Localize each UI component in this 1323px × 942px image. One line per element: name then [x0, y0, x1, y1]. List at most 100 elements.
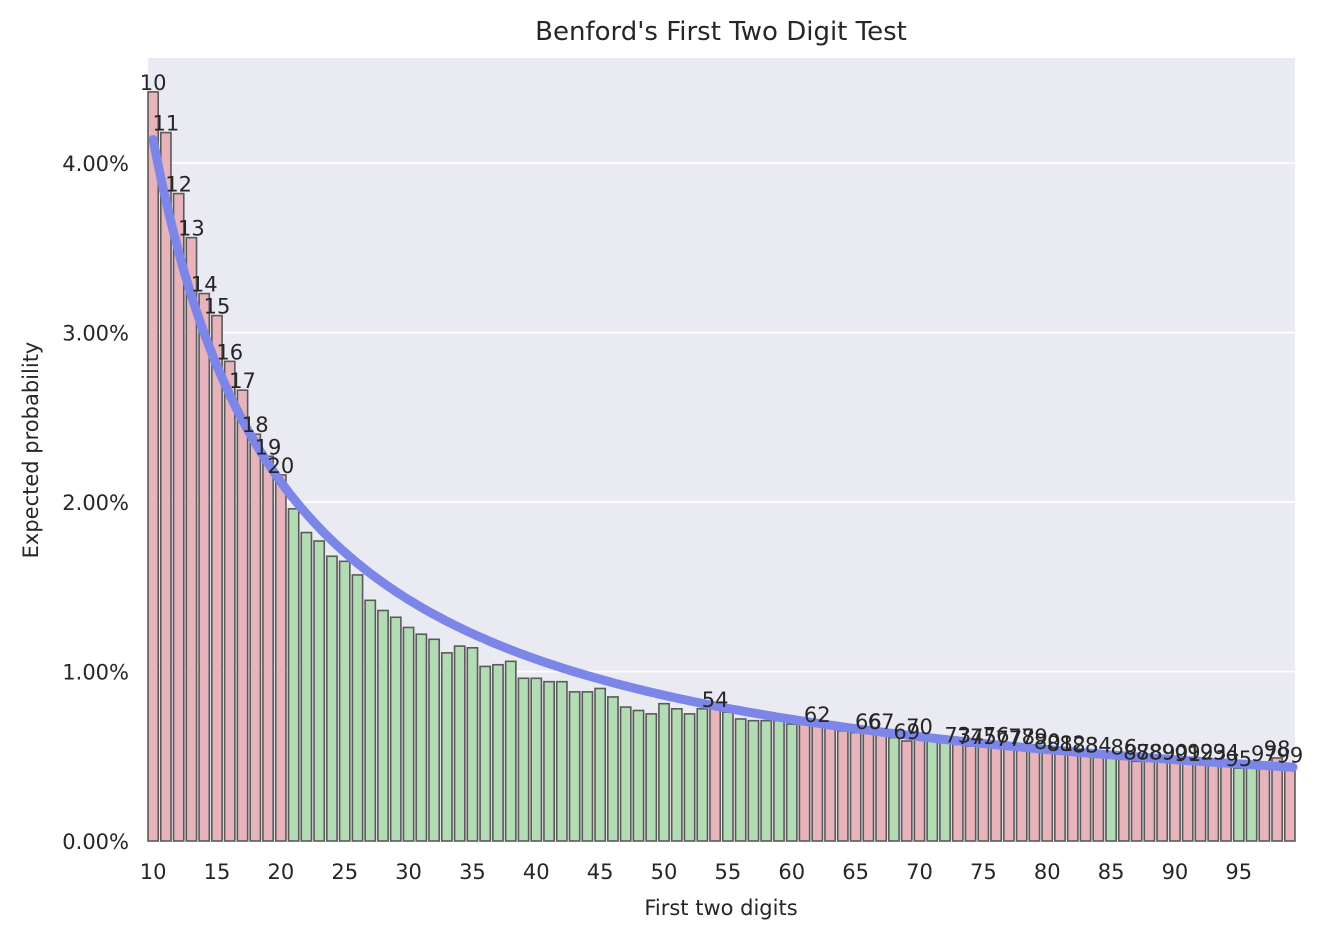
bar-label-19: 19: [255, 435, 282, 459]
bar-47: [619, 706, 632, 842]
bar-label-90: 90: [1162, 740, 1189, 764]
bars: [147, 91, 1296, 842]
bar-label-87: 87: [1123, 740, 1150, 764]
x-tick-20: 20: [267, 860, 294, 884]
x-tick-25: 25: [331, 860, 358, 884]
x-tick-85: 85: [1098, 860, 1125, 884]
bar-18: [249, 433, 262, 842]
bar-48: [632, 709, 645, 842]
bar-label-99: 99: [1277, 744, 1304, 768]
bar-89: [1156, 760, 1169, 842]
bar-71: [926, 738, 939, 842]
bar-51: [670, 708, 683, 842]
bar-43: [568, 691, 581, 842]
x-tick-60: 60: [778, 860, 805, 884]
bar-90: [1169, 760, 1181, 842]
bar-58: [760, 719, 773, 842]
bar-45: [594, 687, 607, 842]
x-tick-10: 10: [140, 860, 167, 884]
bar-label-74: 74: [957, 725, 984, 749]
bar-label-14: 14: [191, 273, 218, 297]
bar-82: [1066, 752, 1079, 842]
bar-39: [517, 677, 530, 842]
bar-80: [1041, 750, 1054, 842]
bar-66: [862, 730, 875, 842]
y-axis-ticks: 0.00% 1.00% 2.00% 3.00% 4.00%: [62, 152, 129, 854]
bar-11: [159, 131, 172, 842]
bar-59: [773, 719, 785, 842]
bar-56: [734, 718, 747, 842]
bar-64: [836, 730, 849, 842]
bar-26: [351, 574, 364, 842]
bar-label-67: 67: [868, 710, 895, 734]
bar-73: [951, 743, 964, 842]
bar-32: [428, 638, 441, 842]
bar-44: [581, 691, 594, 842]
bar-72: [939, 741, 951, 842]
y-tick-4: 4.00%: [62, 152, 129, 176]
bar-54: [709, 708, 722, 842]
bar-15: [211, 314, 223, 842]
bar-label-73: 73: [944, 723, 971, 747]
bar-70: [913, 735, 926, 842]
bar-96: [1245, 767, 1258, 842]
bar-label-10: 10: [140, 71, 167, 95]
bar-10: [147, 91, 160, 842]
bar-label-91: 91: [1174, 742, 1201, 766]
bar-label-15: 15: [204, 295, 231, 319]
bar-label-17: 17: [229, 369, 256, 393]
x-tick-80: 80: [1034, 860, 1061, 884]
expected-curve-layer: [148, 135, 1298, 772]
x-tick-50: 50: [651, 860, 678, 884]
bar-label-95: 95: [1225, 747, 1252, 771]
bar-57: [747, 719, 760, 842]
bar-91: [1181, 762, 1194, 842]
bar-label-75: 75: [970, 725, 997, 749]
bar-label-81: 81: [1047, 732, 1074, 756]
bar-94: [1220, 760, 1232, 842]
bar-label-86: 86: [1110, 735, 1137, 759]
bar-46: [607, 696, 619, 842]
bar-99: [1283, 763, 1296, 842]
bar-97: [1258, 762, 1271, 842]
bar-label-92: 92: [1187, 740, 1214, 764]
bar-label-12: 12: [165, 173, 192, 197]
bar-16: [223, 360, 236, 842]
bar-95: [1232, 767, 1245, 842]
bar-27: [364, 599, 377, 842]
bar-88: [1143, 760, 1156, 842]
bar-50: [658, 702, 670, 842]
bar-98: [1271, 757, 1284, 842]
bar-24: [326, 555, 338, 842]
bar-68: [888, 736, 900, 842]
bar-85: [1105, 755, 1117, 842]
y-tick-2: 2.00%: [62, 491, 129, 515]
bar-label-88: 88: [1136, 740, 1163, 764]
bar-74: [964, 745, 977, 842]
bar-75: [977, 745, 990, 842]
bar-17: [236, 389, 249, 842]
bar-69: [900, 740, 913, 842]
bar-93: [1207, 760, 1220, 842]
x-tick-95: 95: [1225, 860, 1252, 884]
bar-23: [313, 540, 326, 842]
bar-label-16: 16: [216, 340, 243, 364]
bar-63: [824, 724, 836, 842]
bar-77: [1002, 746, 1015, 842]
x-tick-30: 30: [395, 860, 422, 884]
bar-13: [185, 236, 198, 842]
bar-86: [1117, 755, 1130, 842]
bar-60: [785, 723, 798, 842]
bar-92: [1194, 760, 1207, 842]
bar-31: [415, 633, 428, 842]
x-tick-15: 15: [204, 860, 231, 884]
x-tick-45: 45: [587, 860, 614, 884]
bar-87: [1130, 760, 1143, 842]
bar-label-98: 98: [1264, 737, 1291, 761]
x-tick-90: 90: [1162, 860, 1189, 884]
bar-label-83: 83: [1072, 734, 1099, 758]
bar-30: [402, 626, 415, 842]
